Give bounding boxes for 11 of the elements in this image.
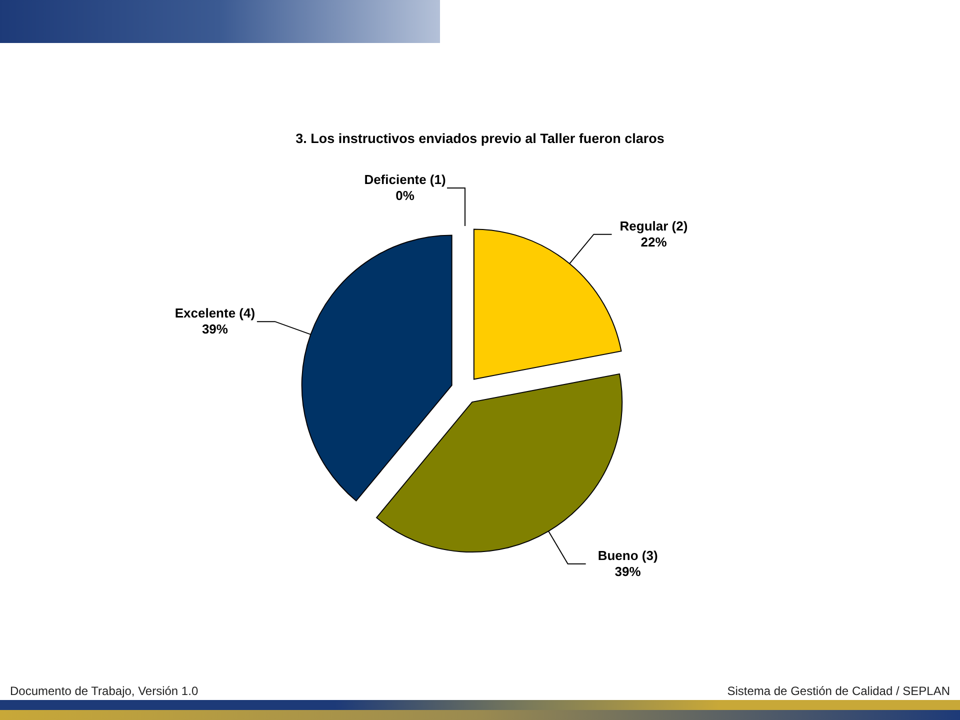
- data-label: 39%: [614, 564, 642, 579]
- text: Sistema de Gestión de Calidad / SEPLAN: [727, 684, 950, 698]
- chart-title: 3. Los instructivos enviados previo al Taller fueron claros: [296, 131, 664, 146]
- category-label: Deficiente (1): [364, 172, 446, 187]
- text: Documento de Trabajo, Versión 1.0: [10, 684, 198, 698]
- data-label: 39%: [202, 322, 228, 337]
- text: 0%: [396, 188, 414, 203]
- slice-label: Regular (2): [620, 218, 688, 234]
- slice-label: Bueno (3): [598, 548, 658, 563]
- data-label: 22%: [640, 234, 668, 250]
- slice-label: Excelente (4): [174, 306, 256, 321]
